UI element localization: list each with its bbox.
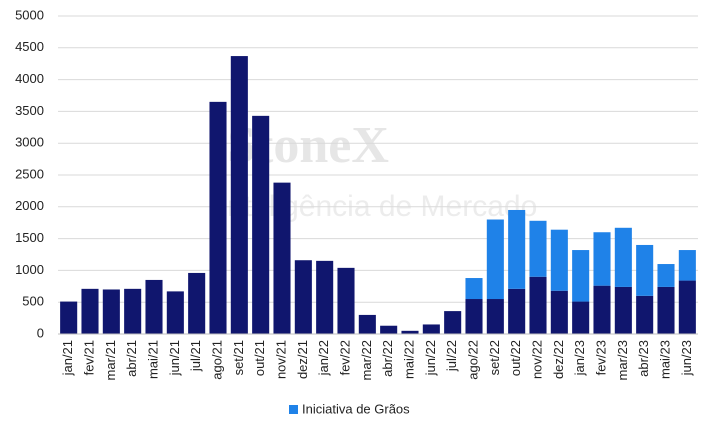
x-tick-label: fev/23 <box>593 340 608 375</box>
x-tick-label: jul/21 <box>188 340 203 372</box>
bar <box>124 288 142 334</box>
x-tick-label: set/22 <box>487 340 502 375</box>
y-tick-label: 4000 <box>15 71 44 86</box>
bar <box>209 101 227 334</box>
bar <box>486 219 504 300</box>
bar <box>614 286 632 334</box>
x-tick-label: out/21 <box>252 340 267 376</box>
x-tick-label: abr/21 <box>124 340 139 377</box>
bar <box>572 301 590 334</box>
bar <box>614 227 632 287</box>
x-tick-label: jan/23 <box>572 340 587 376</box>
bar <box>60 301 78 334</box>
bar <box>102 289 120 334</box>
bar <box>230 56 248 335</box>
bar <box>316 260 334 334</box>
y-tick-label: 1000 <box>15 262 44 277</box>
y-tick-label: 2000 <box>15 198 44 213</box>
y-tick-label: 2500 <box>15 166 44 181</box>
x-tick-label: ago/21 <box>209 340 224 380</box>
bar <box>422 324 440 334</box>
bar <box>636 244 654 296</box>
bar <box>657 264 675 287</box>
bar <box>145 279 163 334</box>
x-tick-label: jun/21 <box>167 340 182 376</box>
x-tick-label: jan/22 <box>316 340 331 376</box>
x-tick-label: mar/21 <box>103 340 118 380</box>
x-tick-label: jun/23 <box>679 340 694 376</box>
y-tick-label: 500 <box>22 294 44 309</box>
x-tick-label: mar/22 <box>359 340 374 380</box>
x-tick-label: abr/23 <box>636 340 651 377</box>
bar <box>550 290 568 334</box>
watermark: StoneX <box>227 117 389 174</box>
bar <box>380 325 398 334</box>
bar <box>593 232 611 286</box>
bar <box>678 250 696 281</box>
x-tick-label: out/22 <box>508 340 523 376</box>
y-tick-label: 3500 <box>15 103 44 118</box>
y-tick-label: 1500 <box>15 230 44 245</box>
y-tick-label: 0 <box>37 325 44 340</box>
x-tick-label: jul/22 <box>444 340 459 372</box>
x-tick-label: fev/21 <box>81 340 96 375</box>
x-tick-label: jun/22 <box>423 340 438 376</box>
bar <box>294 260 312 334</box>
bar <box>188 272 206 334</box>
x-tick-label: abr/22 <box>380 340 395 377</box>
legend-swatch <box>289 405 298 414</box>
bar <box>252 115 270 335</box>
y-tick-label: 3000 <box>15 135 44 150</box>
x-tick-label: ago/22 <box>465 340 480 380</box>
bar <box>593 285 611 334</box>
x-tick-label: mai/21 <box>145 340 160 379</box>
bar <box>636 295 654 334</box>
bar <box>337 267 355 334</box>
bar <box>550 229 568 291</box>
bar <box>678 280 696 334</box>
x-tick-label: jan/21 <box>60 340 75 376</box>
legend-label: Iniciativa de Grãos <box>302 401 410 416</box>
y-tick-label: 4500 <box>15 39 44 54</box>
bar <box>81 288 99 334</box>
x-tick-label: fev/22 <box>337 340 352 375</box>
bar <box>508 288 526 334</box>
bar <box>444 311 462 334</box>
bar <box>273 182 291 334</box>
bar <box>529 276 547 334</box>
bar <box>657 286 675 334</box>
bar <box>166 291 184 334</box>
x-tick-label: set/21 <box>231 340 246 375</box>
bar <box>572 250 590 302</box>
bar <box>508 209 526 289</box>
bar <box>486 299 504 334</box>
bar <box>358 314 376 334</box>
x-tick-label: mai/22 <box>401 340 416 379</box>
x-tick-label: dez/21 <box>295 340 310 379</box>
bar <box>529 220 547 277</box>
x-tick-label: mai/23 <box>657 340 672 379</box>
bar <box>465 278 483 300</box>
x-tick-label: nov/21 <box>273 340 288 379</box>
y-tick-label: 5000 <box>15 7 44 22</box>
bar <box>465 299 483 334</box>
x-tick-label: nov/22 <box>529 340 544 379</box>
x-tick-label: mar/23 <box>615 340 630 380</box>
x-tick-label: dez/22 <box>551 340 566 379</box>
bar <box>401 330 419 334</box>
